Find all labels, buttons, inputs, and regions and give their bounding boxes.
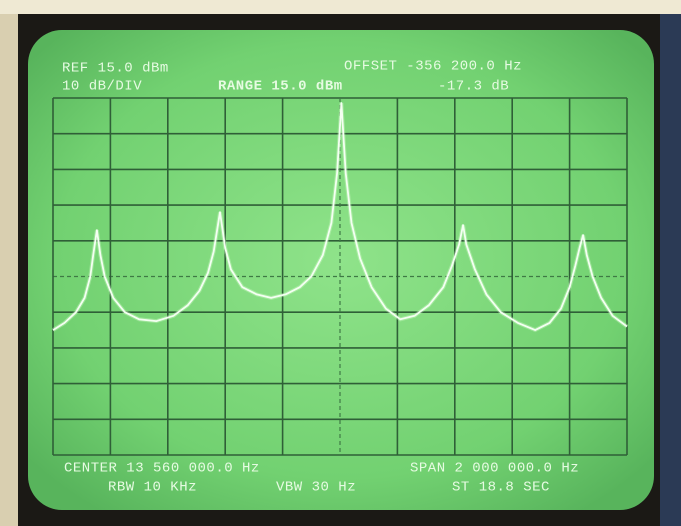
plot (51, 97, 629, 456)
rbw: RBW 10 KHz (108, 480, 197, 496)
center-freq: CENTER 13 560 000.0 Hz (64, 461, 260, 477)
sweep-time: ST 18.8 SEC (452, 480, 550, 496)
crt-screen (28, 30, 654, 510)
vbw: VBW 30 Hz (276, 480, 356, 496)
scale: 10 dB/DIV (62, 79, 142, 95)
spectrum-trace (52, 102, 628, 331)
bezel-right (660, 14, 681, 526)
offset: OFFSET -356 200.0 Hz (344, 59, 522, 75)
wall (0, 0, 681, 14)
span: SPAN 2 000 000.0 Hz (410, 461, 579, 477)
wall-left (0, 14, 18, 526)
ref-level: REF 15.0 dBm (62, 61, 169, 77)
offset-db: -17.3 dB (438, 79, 509, 95)
range: RANGE 15.0 dBm (218, 79, 343, 95)
